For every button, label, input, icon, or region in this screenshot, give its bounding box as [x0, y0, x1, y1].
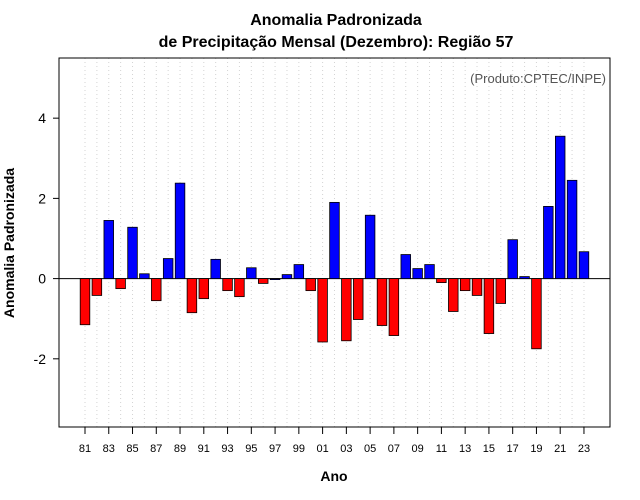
x-tick-label: 09 [412, 443, 424, 455]
x-axis-title: Ano [320, 468, 347, 484]
bar-07 [388, 278, 400, 336]
bar-02 [329, 201, 340, 279]
bar-03 [341, 278, 352, 342]
bar-84 [115, 278, 126, 290]
x-tick-label: 89 [174, 443, 186, 455]
x-tick-label: 97 [269, 443, 281, 455]
chart-title-line2: de Precipitação Mensal (Dezembro): Regiã… [159, 34, 514, 51]
x-tick-label: 23 [578, 443, 590, 455]
bar-15 [483, 278, 495, 334]
bar-89 [174, 182, 186, 279]
bar-series [79, 135, 590, 350]
bar-83 [103, 220, 114, 279]
bar-00 [305, 278, 316, 292]
x-tick-label: 17 [507, 443, 519, 455]
x-tick-label: 13 [459, 443, 471, 455]
bar-88 [162, 258, 174, 279]
y-tick-label: 2 [38, 190, 46, 206]
bar-16 [495, 278, 507, 304]
bar-18 [519, 276, 530, 279]
y-axis-title: Anomalia Padronizada [1, 168, 17, 318]
x-tick-label: 93 [221, 443, 233, 455]
bar-17 [507, 239, 518, 279]
bar-01 [317, 278, 328, 343]
bar-23 [578, 251, 590, 279]
bar-05 [364, 214, 376, 279]
bar-04 [353, 278, 364, 320]
x-tick-label: 83 [103, 443, 115, 455]
x-tick-label: 85 [126, 443, 138, 455]
bar-99 [293, 264, 305, 279]
x-axis: 81 83 85 87 89 91 93 95 97 99 01 03 05 07 09 11 13 15 17 19… [79, 427, 590, 455]
bar-93 [222, 278, 233, 292]
bar-87 [151, 278, 162, 302]
x-tick-label: 21 [554, 443, 566, 455]
x-tick-label: 03 [340, 443, 352, 455]
x-tick-label: 91 [198, 443, 210, 455]
x-tick-label: 01 [316, 443, 328, 455]
x-tick-label: 81 [79, 443, 91, 455]
x-tick-label: 07 [388, 443, 400, 455]
bar-95 [246, 267, 257, 279]
bar-96 [257, 278, 269, 284]
bar-98 [281, 274, 293, 279]
bar-08 [400, 254, 411, 279]
y-axis: -2 0 2 4 [34, 110, 59, 367]
bar-91 [198, 278, 210, 300]
bar-85 [127, 226, 138, 279]
y-tick-label: 4 [38, 110, 46, 126]
bar-13 [459, 278, 471, 292]
bar-12 [448, 278, 459, 312]
product-credit: (Produto:CPTEC/INPE) [470, 71, 606, 86]
x-tick-label: 99 [293, 443, 305, 455]
x-tick-label: 15 [483, 443, 495, 455]
bar-20 [543, 206, 554, 279]
x-tick-label: 19 [530, 443, 542, 455]
bar-90 [186, 278, 198, 314]
x-tick-label: 95 [245, 443, 257, 455]
bar-82 [91, 278, 103, 296]
bar-06 [376, 278, 388, 326]
plot-frame [58, 57, 611, 428]
x-tick-label: 87 [150, 443, 162, 455]
bar-14 [471, 278, 483, 296]
bar-86 [139, 273, 150, 279]
bar-11 [436, 278, 447, 284]
bar-09 [412, 268, 423, 279]
x-tick-label: 05 [364, 443, 376, 455]
y-tick-label: 0 [38, 271, 46, 287]
bar-97 [269, 278, 281, 280]
chart-title-line1: Anomalia Padronizada [250, 12, 422, 29]
y-tick-label: -2 [34, 351, 47, 367]
bar-81 [79, 278, 91, 326]
bar-92 [210, 258, 221, 279]
bar-10 [424, 264, 435, 279]
x-tick-label: 11 [436, 443, 447, 455]
bar-94 [234, 278, 245, 298]
bar-19 [531, 278, 542, 350]
bar-22 [566, 179, 578, 279]
bar-21 [555, 135, 566, 279]
